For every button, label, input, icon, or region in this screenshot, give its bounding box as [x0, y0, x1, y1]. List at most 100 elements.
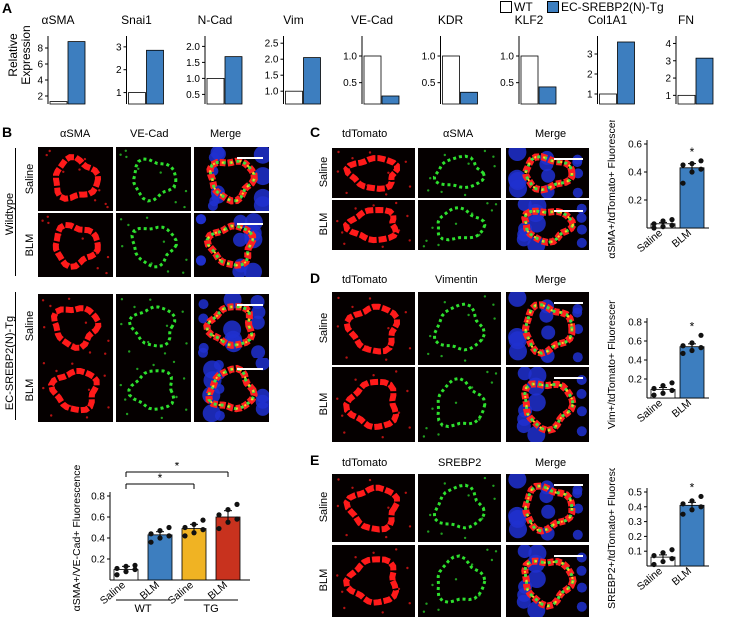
- speck: [98, 189, 101, 192]
- speck: [368, 297, 372, 300]
- nucleus: [572, 187, 583, 198]
- data-point: [166, 533, 172, 539]
- speck: [71, 362, 74, 365]
- significance-star: *: [690, 319, 695, 333]
- vessel-signal: [343, 484, 401, 533]
- scale-bar: [237, 368, 263, 370]
- panel-b-bracket-wt: [15, 148, 16, 276]
- speck: [463, 359, 467, 362]
- y-tick-label: 1.0: [343, 52, 357, 63]
- speck: [336, 219, 339, 223]
- speck: [463, 193, 467, 197]
- speck: [467, 494, 470, 497]
- y-tick-label: 3: [116, 42, 122, 53]
- y-tick-label: 2: [37, 92, 43, 103]
- vessel-signal: [432, 154, 487, 190]
- vessel-signal: [127, 305, 177, 348]
- data-point: [157, 528, 163, 534]
- micrograph-red: [332, 545, 415, 617]
- speck: [422, 245, 426, 248]
- speck: [163, 352, 167, 355]
- speck: [467, 313, 470, 317]
- data-point: [689, 169, 695, 175]
- speck: [385, 193, 388, 196]
- nucleus: [211, 147, 226, 161]
- nucleus: [253, 167, 269, 186]
- y-tick-label: 2: [116, 65, 122, 76]
- y-tick-label: 0.1: [628, 547, 642, 558]
- speck: [104, 352, 107, 355]
- speck: [165, 324, 169, 327]
- speck: [397, 411, 401, 414]
- panel-e-header-3: Merge: [535, 457, 567, 469]
- speck: [387, 506, 390, 509]
- significance-star: *: [690, 480, 695, 494]
- significance-star: *: [690, 145, 695, 159]
- data-point: [660, 550, 666, 556]
- gene-title: N-Cad: [198, 13, 233, 27]
- data-point: [132, 566, 138, 573]
- speck: [84, 321, 88, 324]
- speck: [490, 381, 494, 384]
- nucleus: [528, 367, 547, 385]
- merge-green: [523, 484, 574, 533]
- speck: [48, 149, 51, 153]
- data-point: [157, 535, 163, 541]
- speck: [172, 360, 176, 364]
- speck: [341, 231, 344, 234]
- speck: [103, 374, 106, 377]
- data-point: [651, 221, 657, 227]
- speck: [408, 602, 411, 605]
- bar-wt: [206, 78, 225, 105]
- speck: [173, 186, 177, 189]
- speck: [351, 486, 354, 489]
- speck: [372, 204, 375, 207]
- micrograph-green: [116, 213, 191, 277]
- speck: [50, 414, 53, 417]
- data-point: [123, 563, 129, 569]
- data-point: [182, 533, 188, 539]
- micrograph-merge: [506, 292, 589, 365]
- vessel-signal: [436, 206, 487, 242]
- speck: [49, 304, 52, 308]
- vessel-signal: [53, 154, 102, 202]
- vessel-signal: [52, 221, 101, 270]
- speck: [336, 574, 339, 577]
- y-tick-label: 2: [665, 74, 671, 85]
- micrograph-merge: [194, 294, 269, 358]
- gene-title: VE-Cad: [351, 13, 393, 27]
- speck: [185, 258, 188, 261]
- merge-red: [521, 301, 576, 357]
- speck: [368, 478, 372, 482]
- speck: [481, 179, 484, 182]
- nucleus: [198, 313, 209, 324]
- data-point: [669, 547, 675, 553]
- micrograph-green: [116, 147, 191, 211]
- speck: [182, 271, 185, 274]
- x-category-label: BLM: [206, 579, 230, 602]
- row-label: Saline: [318, 156, 330, 188]
- gene-chart-2: N-Cad 0.5 1.0 1.5 2.0: [186, 13, 243, 105]
- micrograph-red: [38, 147, 113, 211]
- x-category-label: Saline: [166, 579, 196, 607]
- data-point: [234, 516, 240, 522]
- bar-tg: [67, 41, 86, 105]
- y-tick-label: 2.0: [186, 42, 200, 53]
- micrograph-green: [418, 474, 501, 542]
- gene-chart-3: Vim 1.0 1.5 2.0 2.5: [265, 13, 321, 105]
- panel-b-row-label: Saline: [24, 163, 36, 195]
- nucleus: [250, 315, 265, 330]
- nucleus: [527, 570, 546, 588]
- nucleus: [572, 304, 583, 314]
- micrograph-merge: [194, 358, 269, 422]
- speck: [427, 352, 430, 356]
- micrograph-merge: [506, 148, 589, 198]
- panel-b-row-label: Saline: [24, 310, 36, 342]
- speck: [150, 262, 153, 265]
- nucleus: [195, 255, 206, 266]
- speck: [125, 412, 129, 416]
- data-point: [234, 501, 240, 507]
- panel-b-header-vecad: VE-Cad: [130, 128, 169, 140]
- row-label: Saline: [318, 491, 330, 523]
- vessel-signal: [343, 378, 400, 431]
